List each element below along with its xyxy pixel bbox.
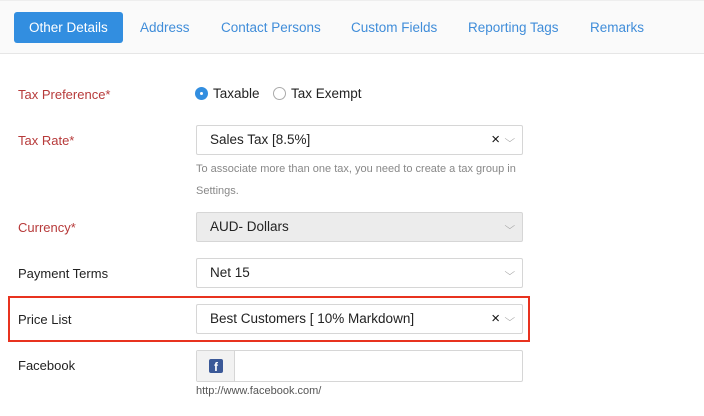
clear-icon[interactable]: × — [491, 310, 500, 327]
facebook-url-prefix: http://www.facebook.com/ — [196, 385, 322, 397]
currency-label: Currency* — [18, 220, 76, 235]
chevron-down-icon[interactable]: ⌵ — [504, 313, 516, 324]
tax-rate-label: Tax Rate* — [18, 133, 75, 148]
tab-other-details[interactable]: Other Details — [14, 12, 123, 43]
radio-taxable-label: Taxable — [213, 86, 260, 101]
currency-value: AUD- Dollars — [210, 219, 289, 234]
chevron-down-icon[interactable]: ⌵ — [504, 221, 516, 232]
tax-rate-select[interactable]: Sales Tax [8.5%] × ⌵ — [196, 125, 523, 155]
price-list-label: Price List — [18, 312, 72, 327]
chevron-down-icon[interactable]: ⌵ — [504, 267, 516, 278]
tax-rate-help: To associate more than one tax, you need… — [196, 163, 516, 197]
radio-tax-exempt-label: Tax Exempt — [291, 86, 362, 101]
tab-custom-fields[interactable]: Custom Fields — [351, 20, 438, 35]
tab-remarks[interactable]: Remarks — [590, 20, 645, 35]
price-list-value: Best Customers [ 10% Markdown] — [210, 311, 415, 326]
radio-tax-exempt[interactable]: Tax Exempt — [273, 86, 362, 101]
price-list-select[interactable]: Best Customers [ 10% Markdown] × ⌵ — [196, 304, 523, 334]
facebook-label: Facebook — [18, 358, 76, 373]
clear-icon[interactable]: × — [491, 131, 500, 148]
facebook-input[interactable]: f — [196, 350, 523, 382]
payment-terms-label: Payment Terms — [18, 266, 109, 281]
chevron-down-icon[interactable]: ⌵ — [504, 134, 516, 145]
radio-checked-icon[interactable] — [195, 87, 208, 100]
tab-contact-persons[interactable]: Contact Persons — [221, 20, 321, 35]
facebook-icon-box: f — [197, 351, 235, 381]
tax-preference-label: Tax Preference* — [18, 87, 111, 102]
radio-taxable[interactable]: Taxable — [195, 86, 260, 101]
facebook-icon: f — [209, 359, 223, 374]
tab-address[interactable]: Address — [140, 20, 190, 35]
payment-terms-select[interactable]: Net 15 ⌵ — [196, 258, 523, 288]
tab-reporting-tags[interactable]: Reporting Tags — [468, 20, 559, 35]
price-list-highlight — [8, 296, 530, 342]
currency-select[interactable]: AUD- Dollars ⌵ — [196, 212, 523, 242]
radio-unchecked-icon[interactable] — [273, 87, 286, 100]
payment-terms-value: Net 15 — [210, 265, 250, 280]
tab-bar: Other Details Address Contact Persons Cu… — [0, 0, 704, 54]
tax-rate-value: Sales Tax [8.5%] — [210, 132, 311, 147]
